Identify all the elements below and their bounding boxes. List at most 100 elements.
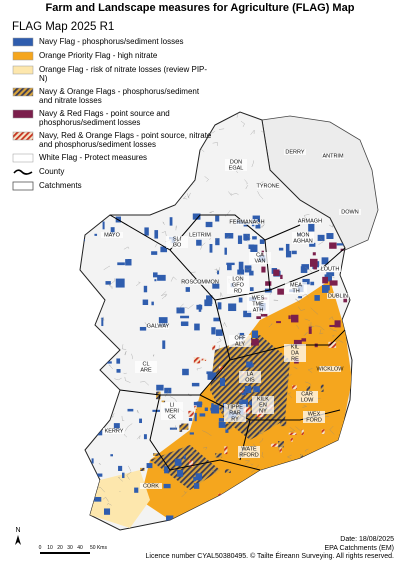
- legend-label: Navy & Orange Flags - phosphorus/sedimen…: [39, 87, 200, 105]
- flag-patch: [89, 379, 97, 387]
- swatch-box: [12, 37, 34, 47]
- flag-patch: [300, 454, 303, 460]
- catchment-line: [224, 210, 231, 217]
- catchment-line: [303, 332, 308, 337]
- county-label-bg: [292, 232, 314, 238]
- catchment-line: [319, 329, 324, 335]
- catchment-line: [268, 479, 274, 485]
- county-label-bg: [189, 232, 211, 238]
- county-label-bg: [322, 153, 344, 159]
- flag-patch: [291, 314, 299, 323]
- catchment-line: [233, 400, 238, 405]
- flag-patch: [118, 465, 123, 471]
- county-label: MEA: [290, 283, 302, 289]
- flag-patch: [219, 495, 227, 504]
- flag-patch: [321, 257, 329, 265]
- flag-patch: [110, 454, 113, 457]
- county-label-bg: [339, 209, 361, 215]
- flag-patch: [317, 234, 325, 241]
- flag-patch: [334, 320, 341, 328]
- flag-patch: [189, 432, 194, 435]
- catchment-line: [328, 316, 334, 321]
- catchment-line: [170, 276, 177, 282]
- county-label-bg: [303, 411, 325, 417]
- county-label-bg: [225, 165, 247, 171]
- date: Date: 18/08/2025: [340, 536, 394, 543]
- catchment-line: [321, 498, 324, 503]
- flag-patch: [250, 363, 254, 367]
- county-label: CORK: [143, 484, 159, 490]
- catchment-line: [219, 128, 225, 131]
- swatch-box: [12, 109, 34, 119]
- flag-patch: [244, 238, 248, 241]
- catchment-line: [124, 423, 133, 432]
- flag-patch: [251, 330, 259, 338]
- flag-patch: [326, 233, 334, 239]
- flag-patch: [158, 317, 168, 326]
- catchment-line: [339, 468, 347, 474]
- catchment-line: [93, 410, 97, 414]
- flag-patch: [278, 247, 284, 251]
- county-label-bg: [284, 344, 306, 350]
- catchment-line: [92, 217, 99, 220]
- county-label-bg: [238, 452, 260, 458]
- catchment-line: [106, 503, 112, 506]
- catchment-line: [265, 420, 273, 426]
- county-label-bg: [252, 408, 274, 414]
- catchment-line: [213, 403, 220, 408]
- flag-patch: [210, 409, 219, 414]
- catchment-line: [161, 291, 167, 296]
- catchment-line: [220, 292, 223, 297]
- catchment-line: [322, 495, 331, 503]
- flag-patch: [326, 285, 330, 291]
- flag-patch: [134, 487, 139, 493]
- county-label-bg: [236, 219, 258, 225]
- county-label: LOUTH: [321, 267, 340, 273]
- legend-swatch: [12, 109, 34, 119]
- county-label-bg: [284, 356, 306, 362]
- county-label-bg: [247, 295, 269, 301]
- county-label-bg: [140, 483, 162, 489]
- flag-patch: [153, 272, 158, 278]
- catchment-line: [200, 242, 206, 250]
- flag-patch: [312, 252, 316, 256]
- catchment-line: [332, 335, 335, 338]
- catchment-line: [189, 452, 195, 456]
- flag-patch: [219, 378, 226, 387]
- flag-patch: [228, 303, 237, 312]
- flag-patch: [211, 404, 220, 414]
- flag-patch: [102, 221, 105, 230]
- flag-patch: [303, 265, 308, 268]
- flag-patch: [300, 266, 308, 273]
- catchment-line: [329, 327, 337, 332]
- flag-patch: [279, 444, 282, 453]
- flag-patch: [321, 429, 325, 434]
- flag-patch: [164, 466, 169, 474]
- legend-item: Orange Flag - risk of nitrate losses (re…: [12, 65, 212, 83]
- catchment-line: [118, 476, 123, 482]
- swatch-box: [12, 51, 34, 61]
- flag-patch: [188, 410, 194, 417]
- catchment-line: [96, 486, 105, 493]
- catchment-line: [124, 351, 127, 356]
- legend-swatch: [12, 153, 34, 163]
- flag-patch: [261, 266, 266, 273]
- flag-patch: [302, 278, 310, 285]
- catchment-line: [80, 314, 81, 319]
- flag-patch: [99, 393, 102, 400]
- flag-patch: [169, 217, 173, 226]
- catchment-line: [298, 306, 305, 311]
- catchment-line: [109, 364, 113, 370]
- county-label: RFORD: [239, 453, 259, 459]
- flag-patch: [248, 244, 255, 250]
- catchment-line: [114, 377, 122, 381]
- county-label: SLI: [173, 237, 182, 243]
- legend-label: County: [39, 167, 65, 176]
- catchment-line: [304, 318, 310, 321]
- flag-patch: [215, 329, 223, 336]
- county-label: CL: [142, 362, 149, 368]
- flag-patch: [194, 412, 197, 422]
- flag-patch: [328, 341, 337, 348]
- county-label: GALWAY: [147, 324, 170, 330]
- catchment-line: [306, 485, 312, 489]
